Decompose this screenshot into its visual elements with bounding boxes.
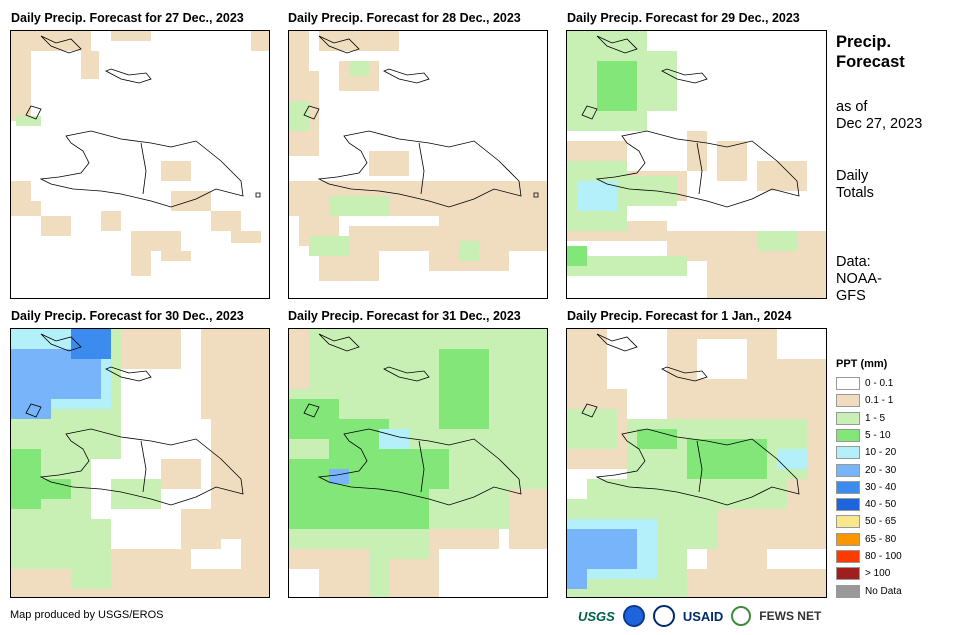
legend-label: 0.1 - 1: [865, 395, 894, 407]
legend-item: 30 - 40: [836, 480, 897, 495]
precip-map: [566, 328, 827, 598]
legend-item: > 100: [836, 567, 890, 581]
source-line: NOAA-: [836, 271, 882, 287]
noaa-logo-icon: [622, 605, 645, 627]
legend-label: 65 - 80: [865, 533, 897, 545]
side-title: Precip. Forecast: [836, 32, 905, 72]
legend-item: 40 - 50: [836, 498, 896, 512]
legend-swatch: [836, 567, 860, 581]
legend-item: 50 - 65: [836, 515, 896, 529]
precip-map: [10, 30, 270, 299]
legend-title: PPT (mm): [836, 358, 888, 370]
as-of-value: Dec 27, 2023: [836, 116, 923, 132]
as-of-date: as of Dec 27, 2023: [836, 99, 922, 133]
as-of-label: as of: [836, 99, 868, 115]
map-canvas: [289, 329, 547, 597]
panel-title: Daily Precip. Forecast for 30 Dec., 2023: [11, 309, 244, 323]
legend-label: 30 - 40: [865, 481, 897, 493]
map-canvas: [567, 329, 826, 597]
panel-title: Daily Precip. Forecast for 28 Dec., 2023: [288, 11, 521, 25]
usaid-logo: USAID: [682, 608, 724, 624]
doi-seal-icon: [652, 605, 675, 627]
legend-swatch: [836, 377, 860, 390]
source-line: Data:: [836, 254, 871, 270]
legend-label: 1 - 5: [865, 412, 886, 424]
source-line: GFS: [836, 288, 866, 304]
legend-swatch: [836, 446, 860, 460]
panel-title: Daily Precip. Forecast for 31 Dec., 2023: [288, 309, 521, 323]
map-canvas: [11, 329, 269, 597]
legend-label: 5 - 10: [865, 429, 891, 441]
precip-map: [288, 328, 548, 598]
logo-strip: USGS USAID FEWS NET: [578, 603, 821, 629]
precip-map: [10, 328, 270, 598]
usgs-logo: USGS: [578, 608, 615, 624]
legend-swatch: [836, 498, 860, 512]
map-canvas: [11, 31, 269, 276]
fews-logo: FEWS NET: [759, 609, 822, 623]
legend-swatch: [836, 550, 860, 563]
legend-swatch: [836, 532, 860, 546]
legend-swatch: [836, 480, 860, 494]
panel-title: Daily Precip. Forecast for 27 Dec., 2023: [11, 11, 244, 25]
legend-swatch: [836, 584, 860, 598]
map-canvas: [567, 31, 826, 298]
legend-item: 0 - 0.1: [836, 377, 893, 391]
precip-map: [566, 30, 827, 299]
legend-label: > 100: [865, 568, 891, 580]
legend-item: 65 - 80: [836, 532, 897, 547]
data-source: Data: NOAA- GFS: [836, 254, 882, 305]
precip-map: [288, 30, 548, 299]
legend-item: 20 - 30: [836, 463, 897, 478]
map-credit: Map produced by USGS/EROS: [10, 609, 164, 621]
legend-item: 0.1 - 1: [836, 394, 893, 408]
legend-item: No Data: [836, 584, 902, 599]
legend-label: 40 - 50: [865, 499, 897, 511]
legend-label: 10 - 20: [865, 447, 897, 459]
legend-item: 10 - 20: [836, 446, 896, 460]
legend-label: 80 - 100: [865, 551, 902, 562]
totals-line: Totals: [836, 185, 874, 201]
legend-label: 50 - 65: [865, 516, 897, 528]
panel-title: Daily Precip. Forecast for 29 Dec., 2023: [567, 11, 800, 25]
panel-title: Daily Precip. Forecast for 1 Jan., 2024: [567, 309, 792, 323]
legend-label: 20 - 30: [865, 464, 897, 476]
totals-line: Daily: [836, 168, 869, 184]
side-title-line: Forecast: [836, 53, 905, 71]
side-title-line: Precip.: [836, 33, 892, 51]
totals-note: Daily Totals: [836, 168, 874, 202]
legend-swatch: [836, 411, 860, 425]
legend-item: 80 - 100: [836, 550, 902, 564]
legend-swatch: [836, 394, 860, 408]
fews-globe-icon: [731, 606, 752, 626]
legend-label: 0 - 0.1: [865, 378, 894, 389]
legend-label: No Data: [865, 585, 902, 597]
map-canvas: [289, 31, 547, 281]
legend-swatch: [836, 463, 860, 477]
legend-swatch: [836, 428, 860, 442]
legend-item: 5 - 10: [836, 428, 891, 443]
legend-item: 1 - 5: [836, 411, 886, 426]
legend-swatch: [836, 515, 860, 529]
